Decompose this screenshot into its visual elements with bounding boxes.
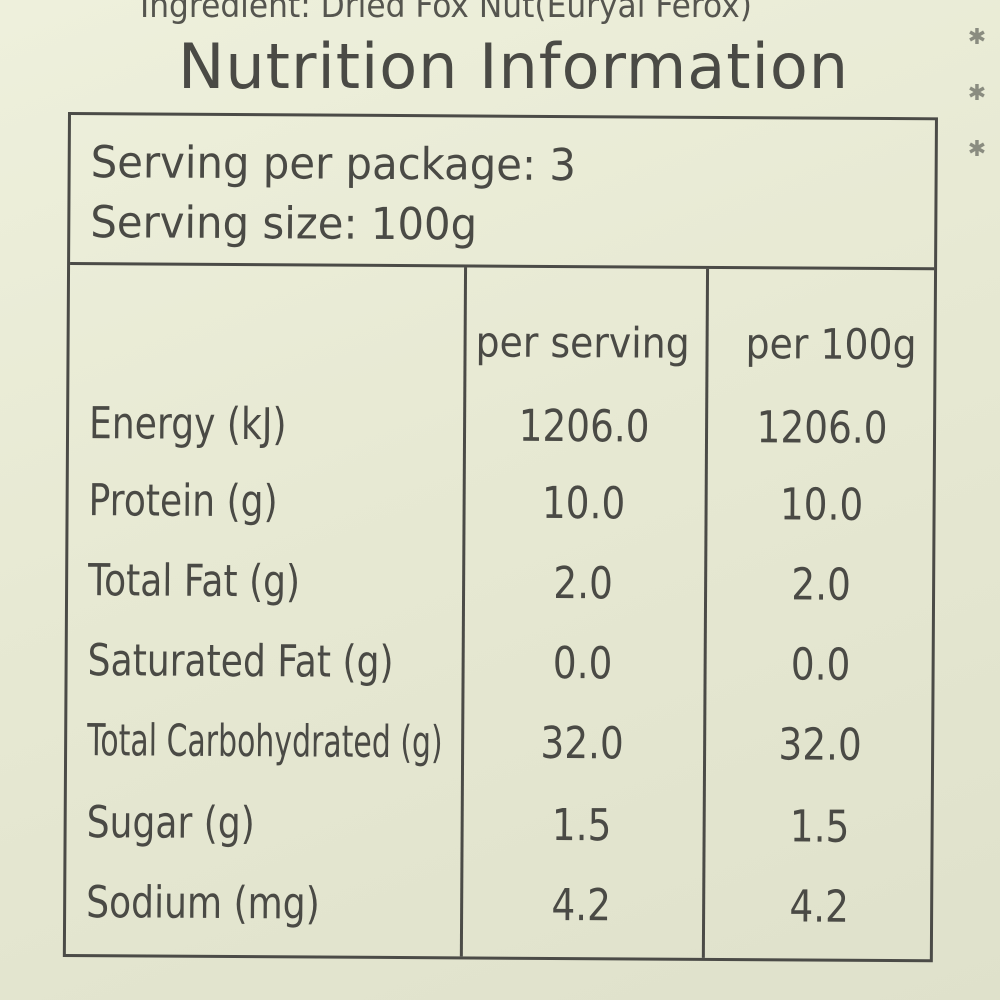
table-row: Total Fat (g) 2.0 2.0 [68, 555, 932, 630]
value-per-100g: 10.0 [779, 479, 864, 531]
column-header-per-100g: per 100g [745, 319, 917, 370]
nutrient-name: Sugar (g) [86, 797, 255, 850]
value-per-100g: 1.5 [789, 801, 850, 853]
table-row: Protein (g) 10.0 10.0 [68, 475, 932, 550]
value-per-100g: 1206.0 [756, 402, 888, 455]
nutrition-table: Serving per package: 3 Serving size: 100… [62, 112, 938, 963]
value-per-100g: 32.0 [778, 719, 862, 771]
value-per-serving: 0.0 [552, 637, 613, 690]
value-per-serving: 32.0 [540, 717, 624, 770]
table-row: Sugar (g) 1.5 1.5 [66, 797, 930, 872]
value-per-serving: 2.0 [553, 557, 614, 610]
nutrient-name: Total Carbohydrated (g) [87, 715, 443, 769]
serving-section: Serving per package: 3 Serving size: 100… [70, 115, 935, 271]
serving-size: Serving size: 100g [90, 197, 478, 251]
value-per-100g: 0.0 [790, 639, 851, 691]
value-per-serving: 1206.0 [518, 400, 650, 453]
nutrition-title: Nutrition Information [178, 30, 850, 103]
value-per-100g: 2.0 [791, 559, 852, 611]
edge-print-marks: ✱ ✱ ✱ [967, 25, 987, 162]
ingredient-line: Ingredient: Dried Fox Nut(Euryal Ferox) [140, 0, 752, 26]
nutrient-name: Protein (g) [88, 475, 278, 528]
nutrient-name: Saturated Fat (g) [87, 635, 394, 688]
column-header-per-serving: per serving [475, 317, 690, 368]
value-per-100g: 4.2 [789, 881, 850, 933]
nutrient-name: Energy (kJ) [88, 398, 287, 451]
table-row: Total Carbohydrated (g) 32.0 32.0 [67, 715, 931, 790]
nutrient-name: Sodium (mg) [86, 877, 320, 930]
table-row: Energy (kJ) 1206.0 1206.0 [69, 398, 933, 473]
value-per-serving: 4.2 [551, 879, 612, 932]
value-per-serving: 10.0 [541, 477, 626, 530]
value-per-serving: 1.5 [551, 799, 612, 852]
table-row: Sodium (mg) 4.2 4.2 [66, 877, 930, 952]
table-row: Saturated Fat (g) 0.0 0.0 [67, 635, 931, 710]
servings-per-package: Serving per package: 3 [90, 137, 577, 192]
nutrient-name: Total Fat (g) [87, 555, 301, 608]
